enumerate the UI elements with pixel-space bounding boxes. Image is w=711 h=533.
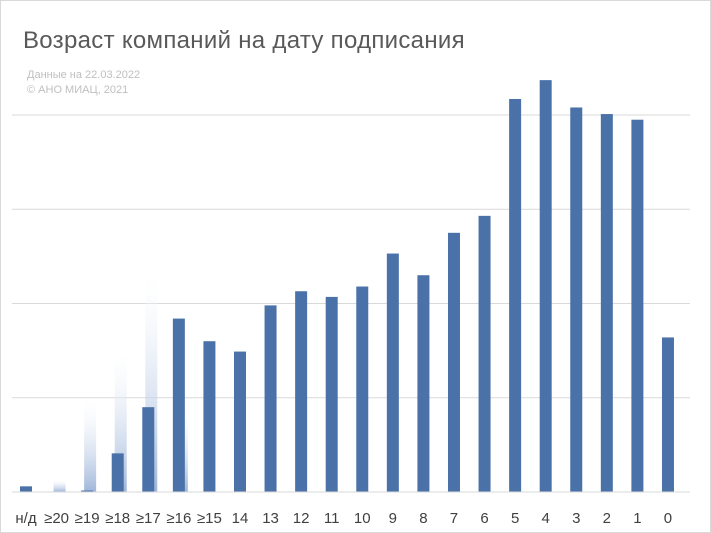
x-tick-label: 3 — [572, 510, 580, 527]
bar-4 — [539, 80, 552, 492]
bar-1 — [631, 119, 644, 493]
x-tick-label: ≥17 — [136, 510, 161, 527]
bars — [20, 80, 674, 493]
bar-≥17 — [142, 407, 155, 492]
x-tick-label: 9 — [389, 510, 397, 527]
bar-6 — [478, 215, 491, 492]
chart-title: Возраст компаний на дату подписания — [23, 27, 465, 54]
x-tick-labels: н/д ≥20 ≥19 ≥18 ≥17 ≥16 ≥15 14 13 12 11 10 9 8 7 6 5 4 3 2 1… — [15, 510, 672, 527]
x-tick-label: 4 — [542, 510, 550, 527]
bar-9 — [386, 253, 399, 492]
bar-7 — [447, 232, 460, 492]
bar-≥18 — [111, 453, 124, 492]
bar-≥16 — [172, 318, 185, 492]
x-tick-label: 10 — [354, 510, 371, 527]
x-tick-label: 6 — [480, 510, 488, 527]
bar-11 — [325, 296, 338, 492]
ghost-bar-2 — [84, 400, 97, 492]
bar-0 — [661, 337, 674, 492]
bar-13 — [264, 305, 277, 492]
bar-≥19 — [81, 490, 94, 492]
x-tick-label: ≥15 — [197, 510, 222, 527]
data-date-note: Данные на 22.03.2022 — [27, 69, 141, 81]
x-tick-label: 0 — [664, 510, 672, 527]
x-tick-label: 2 — [603, 510, 611, 527]
x-tick-label: ≥20 — [44, 510, 69, 527]
bar-8 — [417, 275, 430, 492]
x-tick-label: 5 — [511, 510, 519, 527]
gridlines — [12, 114, 690, 399]
bar-2 — [600, 114, 613, 493]
bar-≥15 — [203, 341, 216, 492]
bar-14 — [233, 351, 246, 492]
bar-н/д — [20, 486, 32, 492]
x-tick-label: 7 — [450, 510, 458, 527]
x-tick-label: 13 — [262, 510, 279, 527]
x-tick-label: ≥18 — [105, 510, 130, 527]
x-tick-label: 11 — [324, 510, 340, 527]
x-tick-label: 1 — [633, 510, 641, 527]
bar-3 — [570, 107, 583, 493]
x-tick-label: н/д — [15, 510, 36, 527]
x-tick-label: ≥19 — [75, 510, 100, 527]
bar-10 — [356, 286, 369, 492]
copyright-note: © АНО МИАЦ, 2021 — [27, 84, 129, 96]
x-tick-label: 14 — [232, 510, 249, 527]
ghost-bar-1 — [53, 479, 66, 492]
bar-12 — [295, 291, 308, 492]
bar-5 — [509, 98, 522, 492]
x-tick-label: 8 — [419, 510, 427, 527]
x-tick-label: ≥16 — [166, 510, 191, 527]
x-tick-label: 12 — [293, 510, 310, 527]
